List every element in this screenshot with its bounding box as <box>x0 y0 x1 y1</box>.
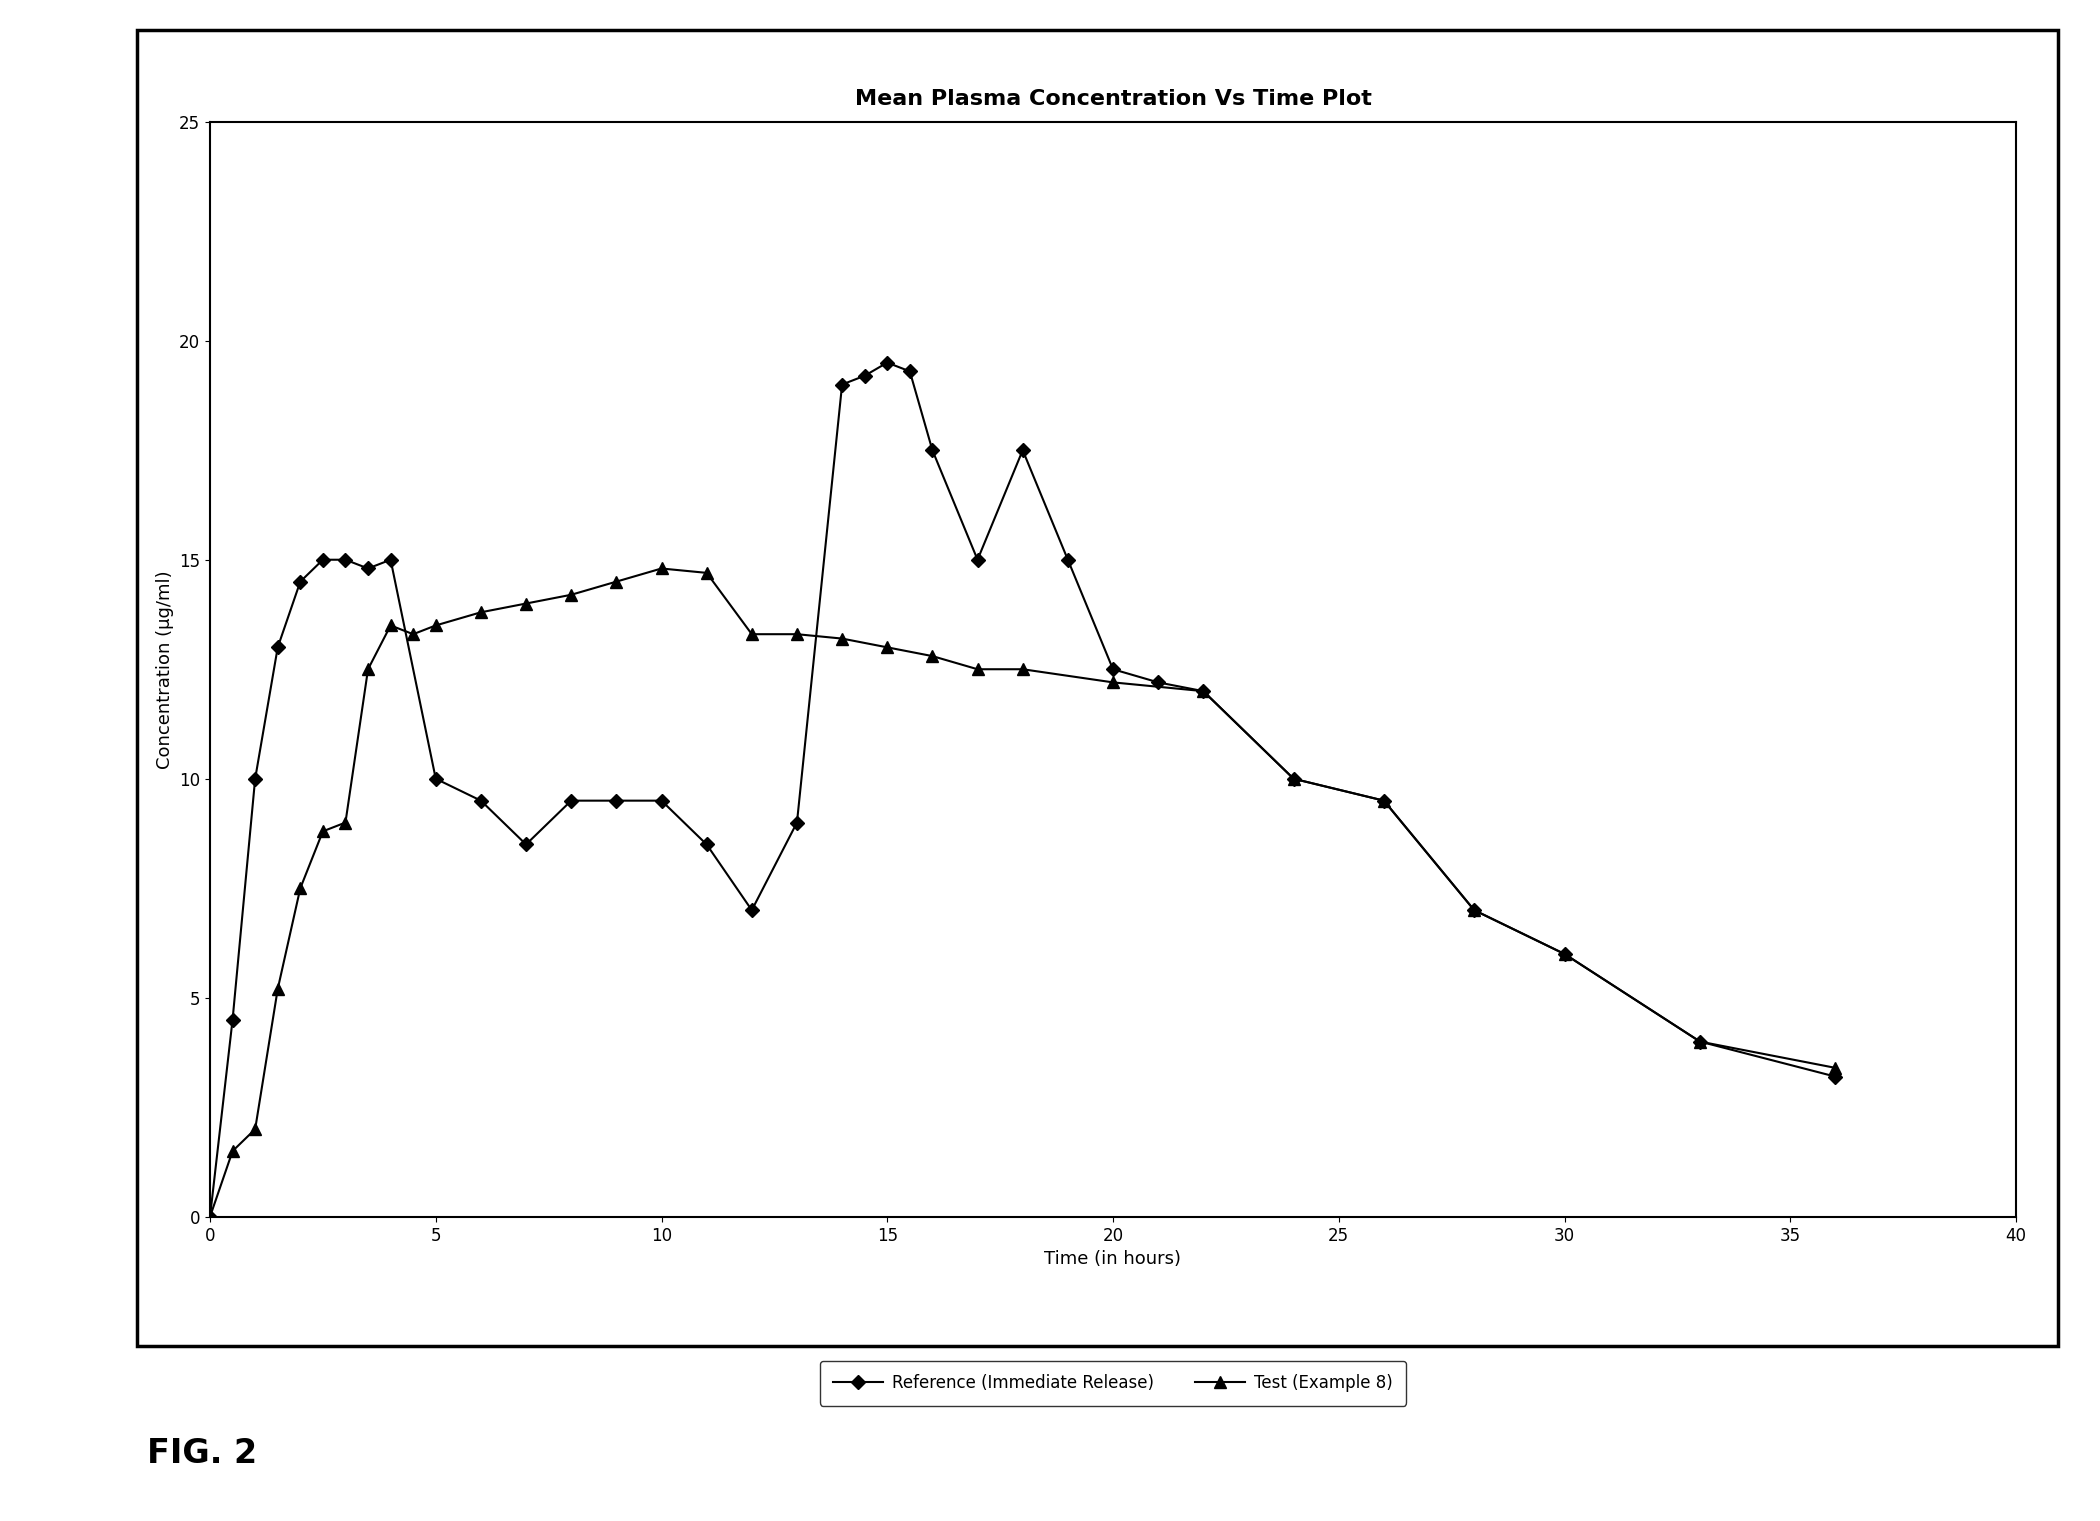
Reference (Immediate Release) <box>853 367 878 385</box>
Reference (Immediate Release) <box>378 551 403 569</box>
Test (Example 8) <box>966 660 991 678</box>
Test (Example 8) <box>378 616 403 634</box>
Reference (Immediate Release) <box>311 551 336 569</box>
Reference (Immediate Release) <box>1462 900 1487 919</box>
Reference (Immediate Release) <box>559 791 584 809</box>
Reference (Immediate Release) <box>220 1010 246 1028</box>
Reference (Immediate Release) <box>1823 1068 1848 1086</box>
Reference (Immediate Release) <box>1552 945 1577 963</box>
Reference (Immediate Release) <box>1688 1033 1714 1051</box>
Reference (Immediate Release) <box>288 572 313 590</box>
Line: Test (Example 8): Test (Example 8) <box>204 563 1842 1223</box>
Reference (Immediate Release) <box>920 441 945 459</box>
Reference (Immediate Release) <box>897 362 922 380</box>
Reference (Immediate Release) <box>739 900 764 919</box>
Test (Example 8) <box>1688 1033 1714 1051</box>
Reference (Immediate Release) <box>514 835 540 853</box>
Test (Example 8) <box>1462 900 1487 919</box>
Reference (Immediate Release) <box>876 353 901 371</box>
Reference (Immediate Release) <box>785 814 811 832</box>
Reference (Immediate Release) <box>1100 660 1126 678</box>
Reference (Immediate Release) <box>355 560 380 578</box>
Test (Example 8) <box>559 586 584 604</box>
Test (Example 8) <box>1823 1059 1848 1077</box>
Reference (Immediate Release) <box>422 770 449 788</box>
Test (Example 8) <box>288 879 313 897</box>
Reference (Immediate Release) <box>265 639 290 657</box>
Test (Example 8) <box>739 625 764 643</box>
Test (Example 8) <box>830 630 855 648</box>
Y-axis label: Concentration (µg/ml): Concentration (µg/ml) <box>155 570 174 768</box>
Test (Example 8) <box>265 980 290 998</box>
Test (Example 8) <box>311 823 336 841</box>
Test (Example 8) <box>1191 681 1216 700</box>
Reference (Immediate Release) <box>649 791 674 809</box>
Test (Example 8) <box>401 625 426 643</box>
Test (Example 8) <box>197 1208 223 1226</box>
X-axis label: Time (in hours): Time (in hours) <box>1044 1250 1182 1269</box>
Line: Reference (Immediate Release): Reference (Immediate Release) <box>206 357 1840 1221</box>
Test (Example 8) <box>1100 674 1126 692</box>
Test (Example 8) <box>876 639 901 657</box>
Test (Example 8) <box>1552 945 1577 963</box>
Test (Example 8) <box>355 660 380 678</box>
Test (Example 8) <box>220 1142 246 1161</box>
Test (Example 8) <box>649 560 674 578</box>
Reference (Immediate Release) <box>1281 770 1306 788</box>
Test (Example 8) <box>334 814 359 832</box>
Test (Example 8) <box>422 616 449 634</box>
Title: Mean Plasma Concentration Vs Time Plot: Mean Plasma Concentration Vs Time Plot <box>855 90 1371 110</box>
Reference (Immediate Release) <box>1191 681 1216 700</box>
Legend: Reference (Immediate Release), Test (Example 8): Reference (Immediate Release), Test (Exa… <box>821 1361 1405 1405</box>
Reference (Immediate Release) <box>830 376 855 394</box>
Reference (Immediate Release) <box>966 551 991 569</box>
Reference (Immediate Release) <box>1147 674 1172 692</box>
Test (Example 8) <box>1281 770 1306 788</box>
Test (Example 8) <box>514 595 540 613</box>
Test (Example 8) <box>468 604 494 622</box>
Reference (Immediate Release) <box>1010 441 1035 459</box>
Test (Example 8) <box>242 1119 269 1138</box>
Reference (Immediate Release) <box>197 1208 223 1226</box>
Test (Example 8) <box>1010 660 1035 678</box>
Test (Example 8) <box>693 564 718 583</box>
Test (Example 8) <box>920 646 945 665</box>
Test (Example 8) <box>605 572 630 590</box>
Reference (Immediate Release) <box>1371 791 1396 809</box>
Test (Example 8) <box>1371 791 1396 809</box>
Reference (Immediate Release) <box>242 770 269 788</box>
Text: FIG. 2: FIG. 2 <box>147 1437 256 1471</box>
Reference (Immediate Release) <box>468 791 494 809</box>
Test (Example 8) <box>785 625 811 643</box>
Reference (Immediate Release) <box>1056 551 1082 569</box>
Reference (Immediate Release) <box>334 551 359 569</box>
Reference (Immediate Release) <box>605 791 630 809</box>
Reference (Immediate Release) <box>693 835 718 853</box>
